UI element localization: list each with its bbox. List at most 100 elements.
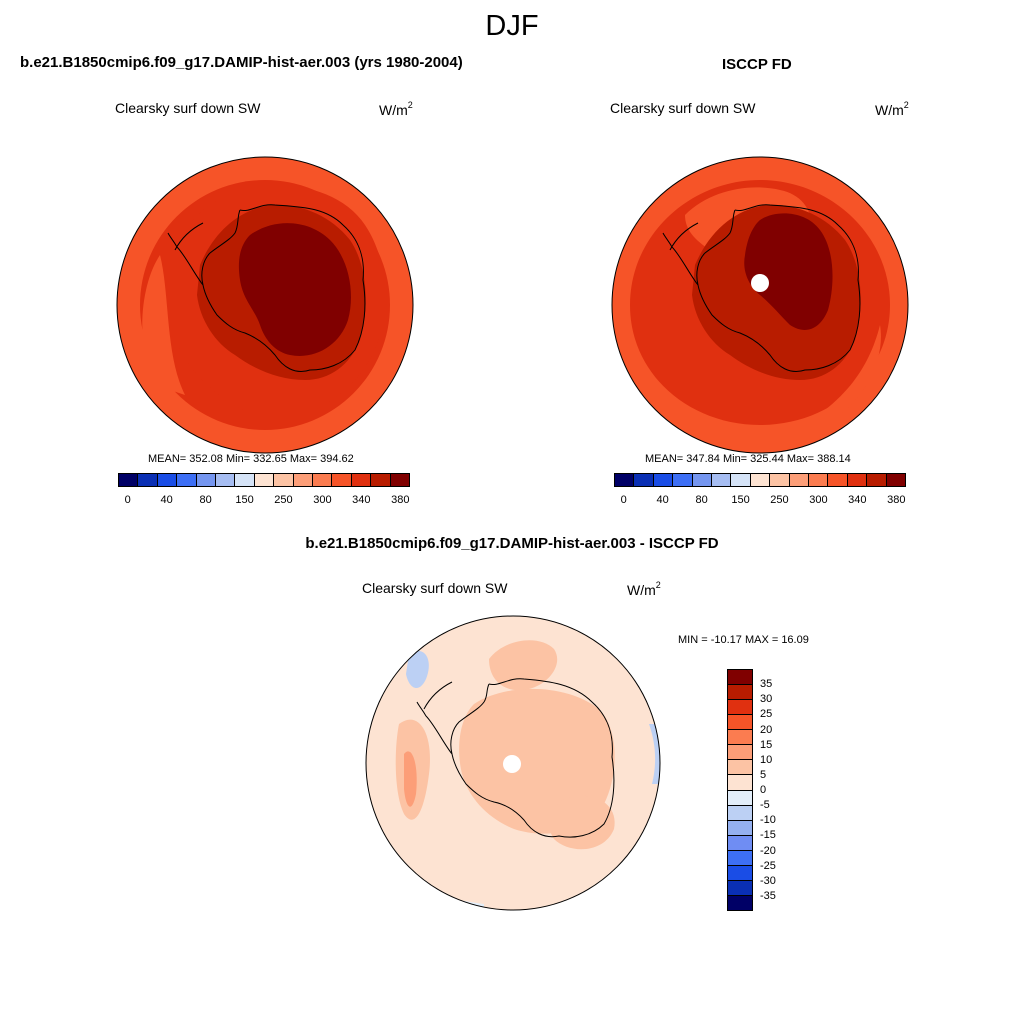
colorbar-tick-label: 5: [760, 768, 767, 781]
colorbar-box: [847, 474, 868, 486]
panel-1-map-border: [116, 156, 414, 454]
colorbar-tick-label: 300: [809, 494, 828, 506]
colorbar-tick-label: 25: [760, 708, 773, 721]
colorbar-box: [254, 474, 275, 486]
colorbar-tick-label: 380: [887, 494, 906, 506]
colorbar-tick-label: 150: [731, 494, 750, 506]
colorbar-tick-label: 80: [695, 494, 708, 506]
colorbar-tick-label: 80: [199, 494, 212, 506]
colorbar-box: [673, 474, 693, 486]
colorbar-tick-label: 30: [760, 693, 773, 706]
colorbar-box: [828, 474, 848, 486]
colorbar-tick-label: 250: [770, 494, 789, 506]
panel-3-warm-patch-north: [489, 640, 558, 691]
colorbar-tick-label: -20: [760, 844, 776, 857]
colorbar-box: [728, 895, 752, 910]
colorbar-box: [177, 474, 197, 486]
colorbar-tick-label: -30: [760, 874, 776, 887]
panel-3-warm-patch-se: [548, 795, 615, 850]
colorbar-box: [196, 474, 217, 486]
panel-1-units: W/m2: [379, 100, 413, 118]
colorbar-box: [789, 474, 810, 486]
colorbar-tick-label: -25: [760, 859, 776, 872]
panel-3-coastline: [423, 678, 615, 838]
colorbar-box: [390, 474, 410, 486]
colorbar-tick-label: 35: [760, 678, 773, 691]
panel-3-colorbar-labels: 35 30 25 20 15 10 5 0 -5 -10 -15 -20 -25 -30 -35: [760, 669, 800, 911]
colorbar-tick-label: 20: [760, 723, 773, 736]
colorbar-box: [313, 474, 333, 486]
colorbar-box: [235, 474, 255, 486]
colorbar-tick-label: 300: [313, 494, 332, 506]
panel-1-plateau: [238, 223, 351, 356]
colorbar-box: [728, 760, 752, 776]
colorbar-tick-label: -10: [760, 814, 776, 827]
colorbar-tick-label: 340: [352, 494, 371, 506]
panel-3-colorbar: [727, 669, 753, 911]
colorbar-box: [728, 805, 752, 821]
colorbar-tick-label: 0: [760, 784, 767, 796]
panel-3-cool-patch-nw: [406, 650, 429, 689]
colorbar-box: [728, 880, 752, 896]
colorbar-box: [728, 775, 752, 791]
panel-2-polar-hole: [751, 274, 769, 292]
panel-3-peninsula: [416, 701, 453, 755]
panel-3-map: [365, 615, 661, 911]
colorbar-box: [728, 820, 752, 836]
colorbar-box: [728, 865, 752, 881]
colorbar-box: [750, 474, 771, 486]
panel-1-colorbar-labels: 0 40 80 150 250 300 340 380: [118, 494, 410, 508]
panel-2-stats: MEAN= 347.84 Min= 325.44 Max= 388.14: [645, 453, 851, 465]
colorbar-box: [216, 474, 236, 486]
colorbar-box: [728, 715, 752, 731]
colorbar-box: [274, 474, 294, 486]
colorbar-box: [119, 474, 139, 486]
panel-1-ocean-band-west: [142, 255, 185, 395]
colorbar-box: [712, 474, 732, 486]
colorbar-box: [615, 474, 635, 486]
colorbar-box: [728, 790, 752, 806]
panel-2-subtitle: Clearsky surf down SW: [610, 100, 756, 116]
colorbar-box: [157, 474, 178, 486]
colorbar-box: [293, 474, 314, 486]
panel-2-map: [611, 156, 909, 454]
colorbar-tick-label: 10: [760, 753, 773, 766]
colorbar-tick-label: 380: [391, 494, 410, 506]
colorbar-tick-label: 40: [656, 494, 669, 506]
colorbar-box: [332, 474, 352, 486]
colorbar-tick-label: 0: [124, 494, 131, 506]
colorbar-box: [728, 745, 752, 761]
panel-2-plateau: [744, 213, 833, 330]
panel-2-colorbar-labels: 0 40 80 150 250 300 340 380: [614, 494, 906, 508]
colorbar-tick-label: 340: [848, 494, 867, 506]
panel-2-map-border: [611, 156, 909, 454]
colorbar-box: [728, 835, 752, 851]
panel-3-warm-core-west: [404, 751, 417, 807]
colorbar-tick-label: 40: [160, 494, 173, 506]
panel-1-title: b.e21.B1850cmip6.f09_g17.DAMIP-hist-aer.…: [20, 54, 463, 71]
panel-2-units: W/m2: [875, 100, 909, 118]
page-title: DJF: [485, 10, 539, 42]
panel-3-map-border: [365, 615, 661, 911]
colorbar-box: [634, 474, 654, 486]
panel-2-colorbar: [614, 473, 906, 487]
colorbar-box: [731, 474, 751, 486]
colorbar-tick-label: 250: [274, 494, 293, 506]
panel-1-colorbar: [118, 473, 410, 487]
panel-1-subtitle: Clearsky surf down SW: [115, 100, 261, 116]
colorbar-box: [728, 685, 752, 701]
colorbar-tick-label: 15: [760, 738, 773, 751]
panel-1-peninsula: [167, 232, 204, 286]
panel-2-ocean-band-se: [825, 325, 881, 415]
colorbar-box: [728, 730, 752, 746]
colorbar-box: [371, 474, 391, 486]
colorbar-tick-label: -15: [760, 829, 776, 842]
panel-3-subtitle: Clearsky surf down SW: [362, 580, 508, 596]
colorbar-tick-label: -35: [760, 889, 776, 902]
panel-3-units: W/m2: [627, 580, 661, 598]
colorbar-tick-label: 150: [235, 494, 254, 506]
panel-2-title: ISCCP FD: [722, 56, 792, 73]
panel-3-title: b.e21.B1850cmip6.f09_g17.DAMIP-hist-aer.…: [305, 535, 719, 552]
colorbar-tick-label: 0: [620, 494, 627, 506]
panel-3-polar-hole: [503, 755, 521, 773]
